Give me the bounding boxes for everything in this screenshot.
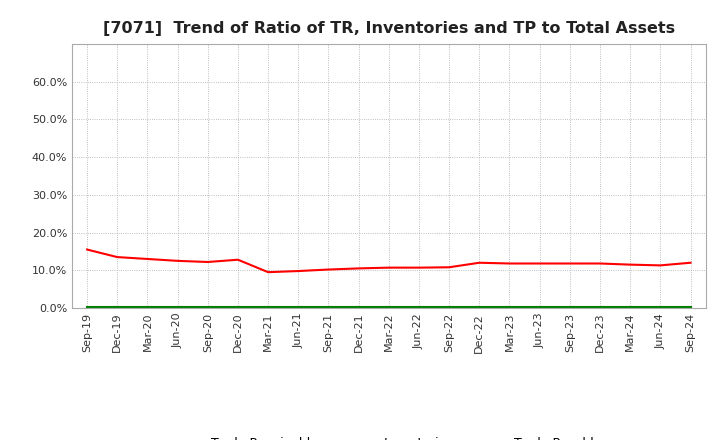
Trade Payables: [656, 304, 665, 309]
Trade Payables: [475, 304, 484, 309]
Legend: Trade Receivables, Inventories, Trade Payables: Trade Receivables, Inventories, Trade Pa…: [164, 432, 613, 440]
Trade Receivables: [113, 254, 122, 260]
Trade Receivables: [233, 257, 242, 262]
Inventories: [565, 305, 574, 310]
Trade Payables: [83, 304, 91, 309]
Trade Receivables: [354, 266, 363, 271]
Inventories: [204, 305, 212, 310]
Inventories: [656, 305, 665, 310]
Trade Receivables: [565, 261, 574, 266]
Trade Receivables: [626, 262, 634, 267]
Trade Receivables: [445, 264, 454, 270]
Line: Trade Receivables: Trade Receivables: [87, 249, 690, 272]
Inventories: [626, 305, 634, 310]
Trade Receivables: [384, 265, 393, 270]
Trade Receivables: [595, 261, 604, 266]
Trade Receivables: [204, 259, 212, 264]
Inventories: [83, 305, 91, 310]
Inventories: [384, 305, 393, 310]
Inventories: [445, 305, 454, 310]
Trade Payables: [626, 304, 634, 309]
Trade Payables: [324, 304, 333, 309]
Trade Payables: [384, 304, 393, 309]
Inventories: [595, 305, 604, 310]
Trade Receivables: [174, 258, 182, 264]
Trade Payables: [595, 304, 604, 309]
Inventories: [686, 305, 695, 310]
Inventories: [233, 305, 242, 310]
Inventories: [143, 305, 152, 310]
Trade Payables: [536, 304, 544, 309]
Trade Receivables: [686, 260, 695, 265]
Trade Receivables: [475, 260, 484, 265]
Title: [7071]  Trend of Ratio of TR, Inventories and TP to Total Assets: [7071] Trend of Ratio of TR, Inventories…: [103, 21, 675, 36]
Inventories: [264, 305, 272, 310]
Trade Receivables: [324, 267, 333, 272]
Trade Receivables: [415, 265, 423, 270]
Trade Receivables: [83, 247, 91, 252]
Inventories: [415, 305, 423, 310]
Trade Receivables: [264, 270, 272, 275]
Inventories: [294, 305, 302, 310]
Inventories: [475, 305, 484, 310]
Trade Payables: [143, 304, 152, 309]
Trade Payables: [233, 304, 242, 309]
Trade Receivables: [143, 257, 152, 262]
Inventories: [536, 305, 544, 310]
Trade Payables: [505, 304, 514, 309]
Trade Payables: [264, 304, 272, 309]
Inventories: [174, 305, 182, 310]
Trade Payables: [204, 304, 212, 309]
Trade Receivables: [536, 261, 544, 266]
Inventories: [505, 305, 514, 310]
Trade Payables: [565, 304, 574, 309]
Trade Payables: [113, 304, 122, 309]
Trade Receivables: [505, 261, 514, 266]
Trade Receivables: [294, 268, 302, 274]
Inventories: [324, 305, 333, 310]
Trade Receivables: [656, 263, 665, 268]
Trade Payables: [294, 304, 302, 309]
Trade Payables: [354, 304, 363, 309]
Trade Payables: [415, 304, 423, 309]
Trade Payables: [686, 304, 695, 309]
Inventories: [113, 305, 122, 310]
Inventories: [354, 305, 363, 310]
Trade Payables: [445, 304, 454, 309]
Trade Payables: [174, 304, 182, 309]
